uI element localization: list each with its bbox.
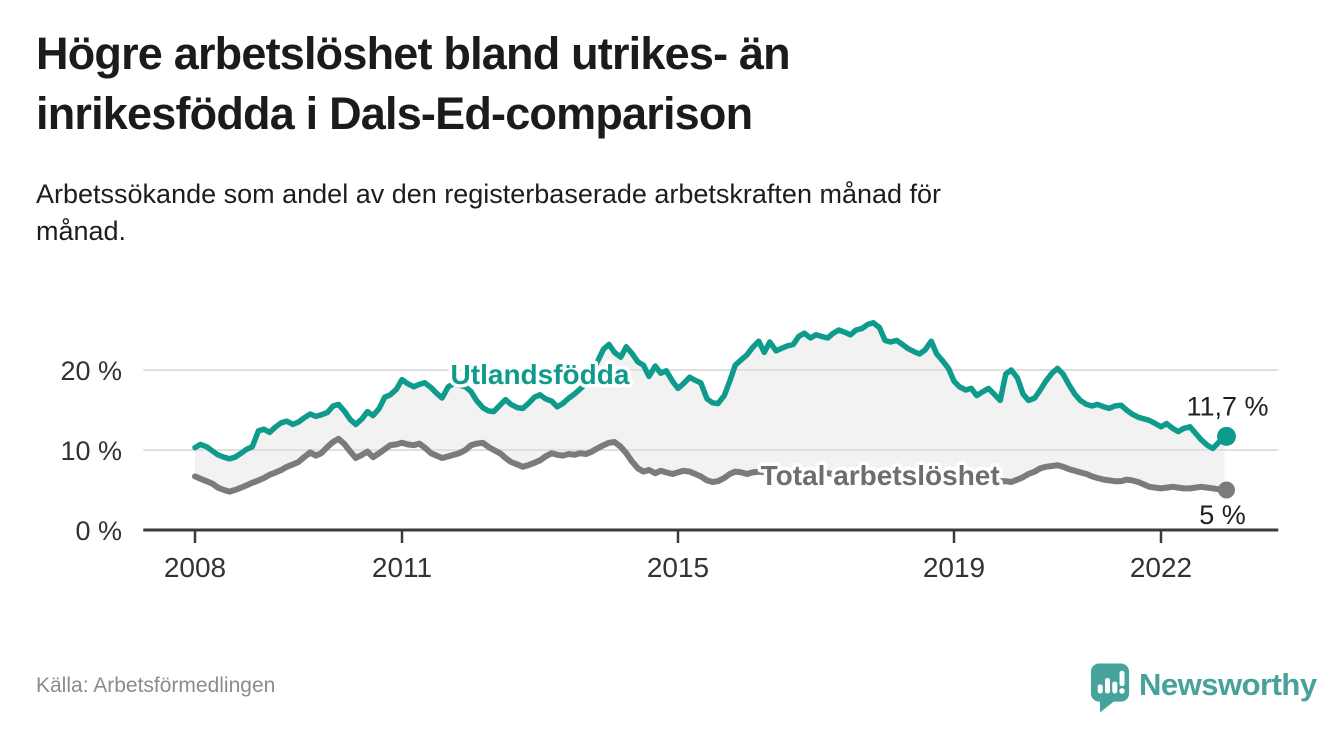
end-dot-total — [1217, 481, 1235, 499]
page-title: Högre arbetslöshet bland utrikes- än inr… — [36, 24, 1316, 144]
page-subtitle-line2: månad. — [36, 216, 127, 246]
brand-name: Newsworthy — [1139, 667, 1317, 702]
end-value-label-total: 5 % — [1199, 500, 1246, 530]
newsworthy-logo: Newsworthy — [1090, 662, 1317, 714]
y-tick-label: 0 % — [75, 516, 122, 546]
logo-bar3 — [1112, 681, 1118, 694]
x-tick-label: 2015 — [647, 552, 709, 583]
band-fill — [195, 322, 1225, 492]
series-label-total: Total arbetslöshet — [761, 460, 1000, 491]
x-tick-label: 2008 — [164, 552, 226, 583]
source-note: Källa: Arbetsförmedlingen — [36, 674, 276, 697]
x-tick-label: 2011 — [372, 552, 432, 583]
end-value-label-utlandsfodda: 11,7 % — [1186, 391, 1268, 421]
series-label-utlandsfodda: Utlandsfödda — [451, 359, 630, 390]
x-tick-label: 2019 — [923, 552, 985, 583]
page-subtitle-line1: Arbetssökande som andel av den registerb… — [36, 179, 942, 209]
series-line-total — [192, 435, 1228, 495]
y-tick-label: 20 % — [60, 356, 122, 386]
page-title-line2: inrikesfödda i Dals-Ed-comparison — [36, 88, 753, 139]
y-tick-label: 10 % — [60, 436, 122, 466]
page-subtitle: Arbetssökande som andel av den registerb… — [36, 176, 1276, 250]
logo-bar1 — [1097, 684, 1103, 694]
unemployment-chart: 2008 2011 2015 2019 2022 0 % 10 % 20 % Utlandsfö… — [0, 293, 1340, 605]
logo-exclamation-dot — [1119, 688, 1125, 694]
logo-bar2 — [1105, 678, 1110, 694]
end-dot-utlandsfodda — [1216, 426, 1236, 446]
series-line-utlandsfodda — [192, 320, 1228, 462]
page-title-line1: Högre arbetslöshet bland utrikes- än — [36, 28, 791, 79]
line-chart-svg: 2008 2011 2015 2019 2022 0 % 10 % 20 % Utlandsfö… — [60, 320, 1279, 583]
logo-exclamation-stem — [1119, 670, 1125, 687]
newsworthy-logo-icon — [1090, 663, 1130, 713]
x-tick-label: 2022 — [1130, 552, 1192, 583]
